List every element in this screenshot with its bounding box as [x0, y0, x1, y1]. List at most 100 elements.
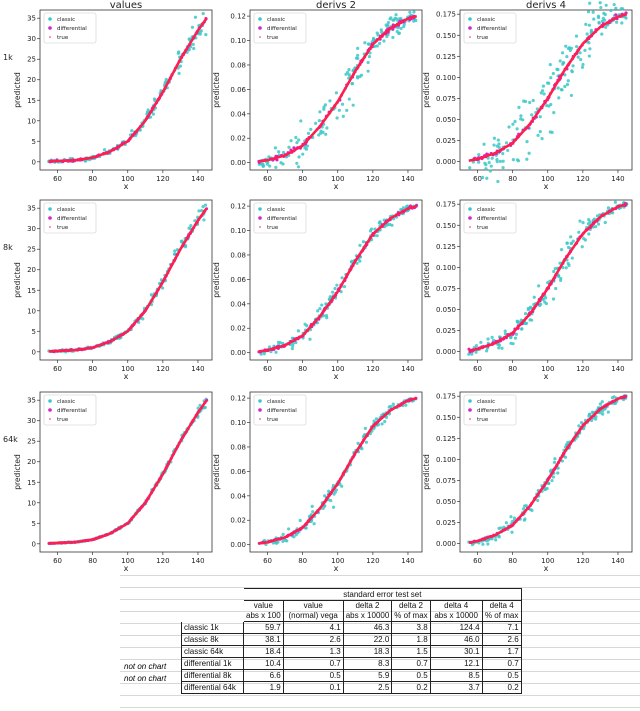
classic-point — [358, 74, 362, 79]
row-label: differential 64k — [181, 681, 244, 694]
classic-point — [587, 23, 591, 27]
classic-point — [560, 459, 564, 463]
legend-label-differential: differential — [57, 216, 87, 222]
classic-point — [612, 2, 616, 7]
classic-point — [509, 336, 513, 340]
classic-point — [525, 157, 529, 161]
table-cell: 10.4 — [243, 657, 284, 670]
classic-point — [495, 144, 499, 148]
y-tick-label: 0.100 — [436, 264, 456, 272]
classic-point — [592, 17, 596, 21]
classic-point — [402, 22, 406, 27]
y-tick-label: 0.075 — [436, 477, 456, 485]
classic-point — [481, 542, 485, 546]
classic-point — [548, 63, 552, 67]
classic-point — [383, 419, 387, 424]
table-cell: 38.1 — [243, 633, 284, 646]
x-tick-label: 80 — [508, 557, 517, 565]
chart-panel: 8k predicted x 60 80 100 120 140 0 5 10 15 20 25 30 35 c… — [3, 199, 213, 381]
legend-marker-classic — [48, 207, 52, 211]
classic-point — [295, 161, 299, 165]
x-tick-label: 80 — [298, 175, 307, 183]
chart-panel: predicted x 60 80 100 120 140 0.00 0.02 0.04 0.06 0… — [212, 199, 423, 381]
classic-point — [541, 84, 546, 88]
x-tick-label: 60 — [263, 175, 272, 183]
y-tick-label: 0.075 — [436, 285, 456, 293]
classic-point — [294, 340, 298, 345]
legend-label-differential: differential — [477, 216, 507, 222]
classic-point — [187, 226, 191, 230]
classic-point — [172, 252, 177, 256]
y-tick-label: 25 — [27, 246, 36, 254]
classic-point — [198, 32, 202, 36]
classic-point — [497, 142, 501, 146]
classic-point — [333, 286, 337, 291]
y-tick-label: 15 — [27, 479, 36, 487]
classic-point — [536, 498, 540, 502]
classic-point — [550, 478, 554, 483]
legend: classic differential true — [43, 202, 97, 234]
classic-point — [199, 29, 203, 33]
y-tick-label: 0.125 — [436, 243, 456, 251]
y-tick-label: 0.050 — [436, 116, 456, 124]
table-cell: 1.3 — [282, 645, 344, 658]
classic-point — [178, 64, 183, 68]
classic-point — [497, 534, 501, 538]
error-table: standard error test set value abs x 100 val… — [181, 588, 522, 694]
classic-point — [285, 539, 289, 543]
classic-point — [318, 306, 322, 311]
classic-point — [404, 403, 408, 407]
classic-point — [582, 237, 586, 241]
classic-point — [588, 1, 592, 5]
y-tick-label: 0.06 — [230, 468, 246, 476]
classic-point — [274, 165, 278, 169]
classic-point — [189, 223, 193, 228]
true-curve — [48, 207, 208, 353]
classic-point — [281, 532, 285, 536]
classic-point — [347, 68, 351, 72]
x-tick-label: 80 — [88, 557, 97, 565]
classic-point — [500, 346, 504, 350]
classic-point — [176, 51, 180, 55]
y-tick-label: 25 — [27, 56, 36, 64]
classic-point — [149, 293, 154, 297]
x-tick-label: 80 — [88, 175, 97, 183]
y-tick-label: 0.175 — [436, 393, 456, 401]
classic-point — [351, 103, 355, 107]
classic-point — [494, 538, 498, 542]
y-tick-label: 0.00 — [230, 349, 246, 357]
classic-point — [310, 504, 314, 508]
classic-point — [556, 274, 561, 278]
classic-point — [322, 107, 326, 111]
legend-marker-true — [49, 36, 51, 38]
x-axis-label: x — [334, 564, 339, 573]
x-tick-label: 120 — [576, 365, 589, 373]
classic-point — [539, 91, 543, 95]
classic-point — [290, 347, 294, 351]
classic-point — [358, 259, 362, 263]
table-row: differential 64k 1.9 0.1 2.5 0.2 3.7 0.2 — [181, 681, 522, 694]
x-tick-label: 140 — [191, 557, 204, 565]
table-cell: 0.2 — [481, 681, 522, 694]
y-tick-label: 0.125 — [436, 435, 456, 443]
y-axis-label: predicted — [422, 72, 431, 108]
legend-label-classic: classic — [267, 207, 285, 213]
legend-marker-classic — [258, 17, 262, 21]
classic-point — [577, 424, 581, 428]
legend-label-true: true — [57, 225, 69, 231]
classic-point — [479, 340, 483, 344]
y-tick-label: 35 — [27, 15, 36, 23]
classic-point — [477, 160, 481, 164]
classic-point — [519, 114, 523, 118]
y-tick-label: 0.12 — [230, 395, 246, 403]
legend-marker-true — [469, 418, 471, 420]
classic-point — [340, 102, 345, 106]
y-tick-label: 0.02 — [230, 325, 246, 333]
table-cell: 0.1 — [282, 681, 344, 694]
classic-point — [596, 222, 601, 226]
classic-point — [349, 260, 354, 264]
y-tick-label: 0.02 — [230, 135, 246, 143]
classic-point — [559, 247, 564, 252]
legend-label-differential: differential — [477, 26, 507, 32]
classic-point — [538, 130, 542, 134]
